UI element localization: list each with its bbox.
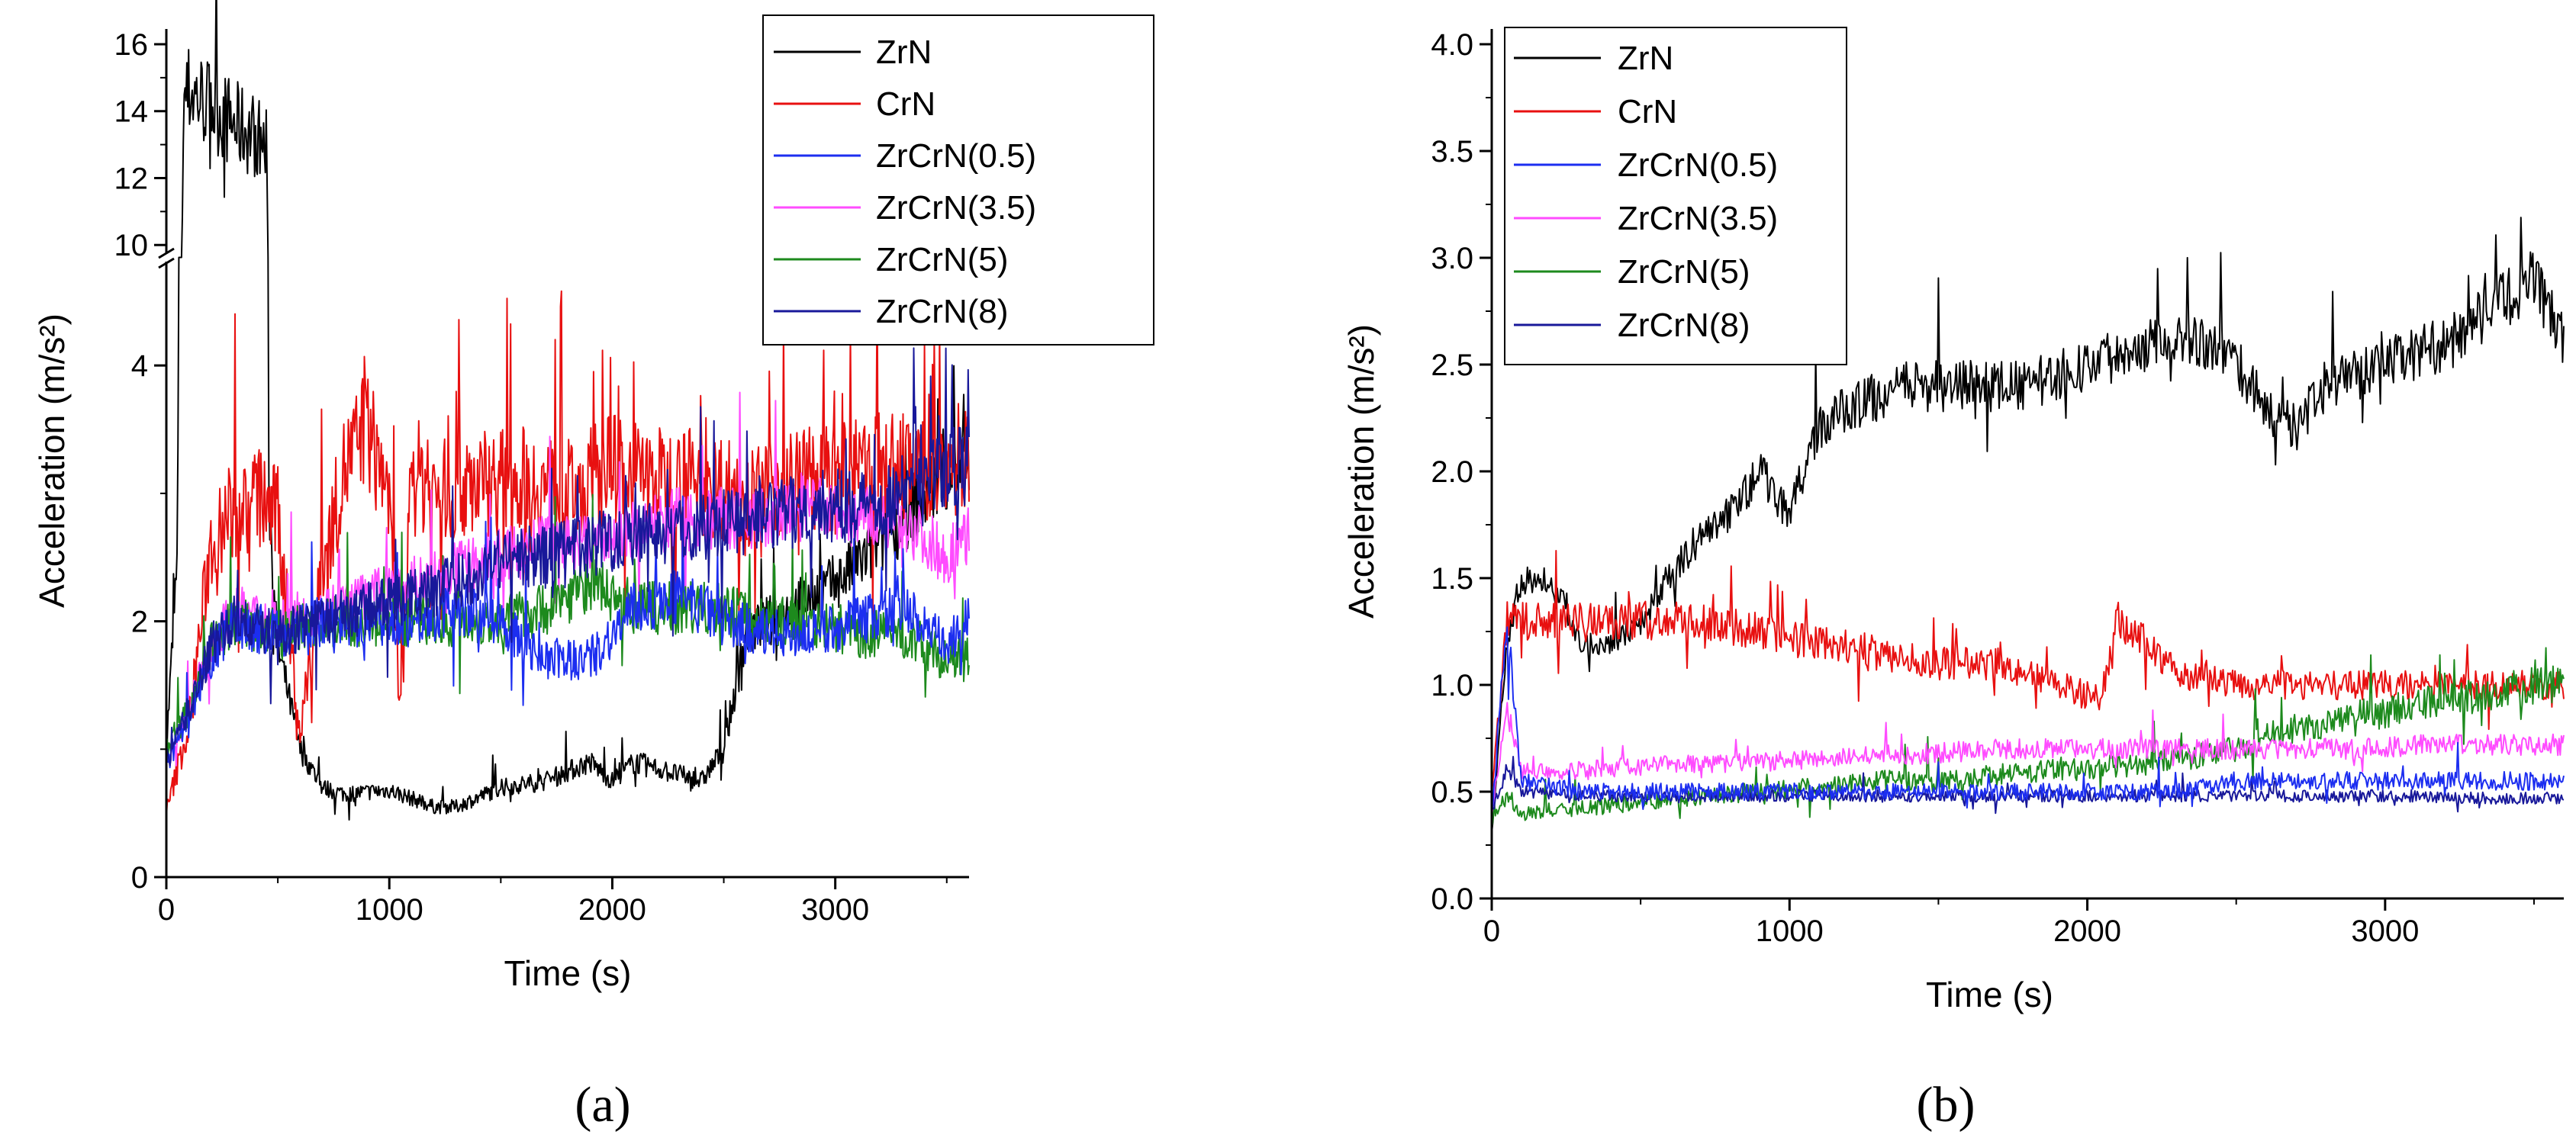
y-tick-label: 10 bbox=[114, 229, 149, 262]
x-tick-label: 3000 bbox=[2351, 914, 2419, 948]
legend-box bbox=[762, 14, 1154, 346]
y-tick-label: 12 bbox=[114, 162, 149, 195]
series-line-zrn bbox=[166, 0, 970, 821]
y-axis-label: Acceleration (m/s²) bbox=[32, 313, 72, 608]
legend-label: ZrCrN(0.5) bbox=[1618, 146, 1778, 184]
chart-b: 0.0 0.5 1.0 1.5 2.0 2.5 3.0 3.5 4.0 0 1000 2000 3000… bbox=[1341, 27, 2565, 1133]
chart-a: 0 2 4 10 12 14 16 0 1000 2000 3000 Time (s) Accelera… bbox=[32, 0, 1154, 1133]
legend-label: ZrCrN(0.5) bbox=[876, 137, 1036, 175]
series-line-zrcrn-8- bbox=[166, 347, 970, 767]
legend-label: ZrCrN(3.5) bbox=[876, 189, 1036, 227]
legend-label: ZrCrN(3.5) bbox=[1618, 200, 1778, 237]
series-line-zrcrn-5- bbox=[1491, 647, 2565, 831]
y-tick-label: 3.5 bbox=[1431, 135, 1473, 169]
y-tick-label: 1.5 bbox=[1431, 562, 1473, 596]
legend-label: ZrN bbox=[876, 34, 932, 71]
y-tick-label: 0 bbox=[131, 861, 148, 895]
legend-label: ZrCrN(5) bbox=[1618, 253, 1750, 291]
axis-break-mark bbox=[158, 257, 175, 269]
x-axis-label: Time (s) bbox=[504, 953, 632, 993]
x-tick-label: 0 bbox=[158, 893, 175, 927]
y-axis-label: Acceleration (m/s²) bbox=[1341, 324, 1381, 619]
axis-break-mark bbox=[158, 247, 175, 259]
y-tick-label: 4 bbox=[131, 349, 148, 383]
x-tick-label: 1000 bbox=[1756, 914, 1824, 948]
series-line-zrcrn-0-5- bbox=[1491, 626, 2565, 812]
y-tick-label: 2 bbox=[131, 606, 148, 639]
x-tick-label: 2000 bbox=[578, 893, 646, 927]
legend-label: ZrCrN(5) bbox=[876, 241, 1009, 278]
x-tick-label: 2000 bbox=[2053, 914, 2121, 948]
legend: ZrN CrN ZrCrN(0.5) ZrCrN(3.5) ZrCrN(5) ZrCrN(… bbox=[1504, 27, 1847, 365]
series-line-zrcrn-3-5- bbox=[1491, 702, 2565, 818]
y-tick-label: 16 bbox=[114, 28, 149, 62]
y-tick-label: 0.5 bbox=[1431, 776, 1473, 809]
x-tick-label: 3000 bbox=[801, 893, 869, 927]
series-line-crn bbox=[1491, 550, 2565, 795]
y-tick-label: 1.0 bbox=[1431, 669, 1473, 702]
x-axis-label: Time (s) bbox=[1926, 975, 2053, 1014]
legend-label: CrN bbox=[876, 85, 935, 123]
y-tick-label: 3.0 bbox=[1431, 242, 1473, 275]
panel-label: (b) bbox=[1917, 1077, 1975, 1133]
y-tick-label: 4.0 bbox=[1431, 28, 1473, 62]
legend-label: ZrCrN(8) bbox=[1618, 307, 1750, 344]
legend: ZrN CrN ZrCrN(0.5) ZrCrN(3.5) ZrCrN(5) ZrCrN(… bbox=[762, 14, 1154, 346]
y-tick-label: 0.0 bbox=[1431, 882, 1473, 916]
series-line-zrn bbox=[1491, 217, 2565, 834]
legend-label: ZrN bbox=[1618, 40, 1673, 77]
x-tick-label: 1000 bbox=[356, 893, 423, 927]
y-tick-label: 2.5 bbox=[1431, 349, 1473, 382]
legend-box bbox=[1504, 27, 1847, 365]
legend-label: CrN bbox=[1618, 93, 1677, 130]
x-tick-label: 0 bbox=[1483, 914, 1500, 948]
legend-label: ZrCrN(8) bbox=[876, 293, 1009, 330]
y-tick-label: 2.0 bbox=[1431, 455, 1473, 489]
y-tick-label: 14 bbox=[114, 95, 149, 129]
panel-label: (a) bbox=[575, 1077, 630, 1133]
